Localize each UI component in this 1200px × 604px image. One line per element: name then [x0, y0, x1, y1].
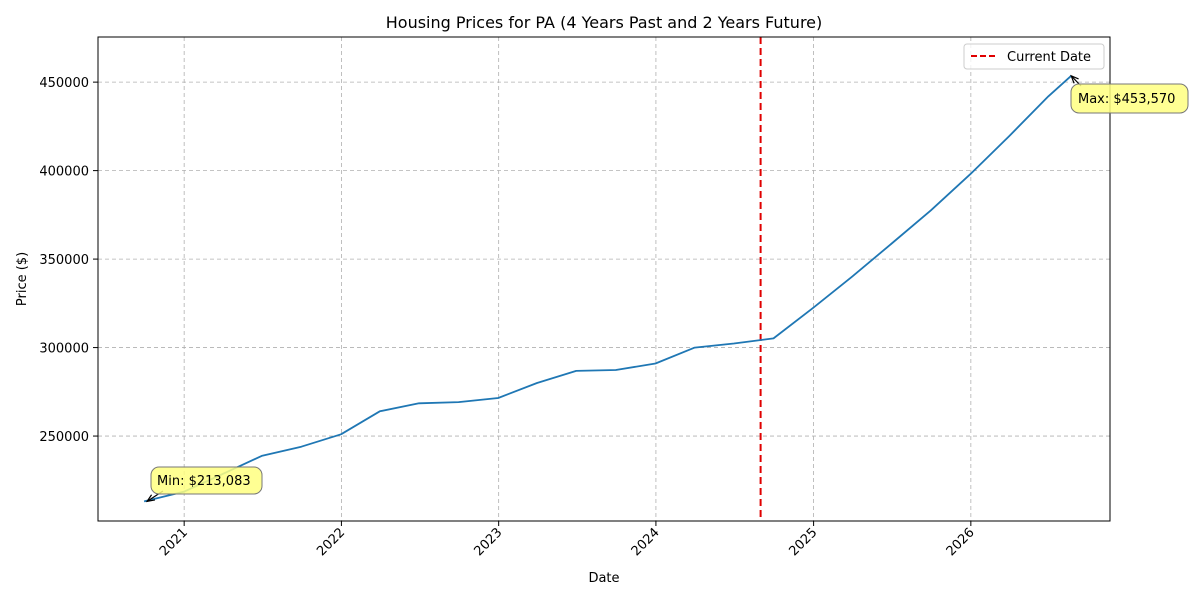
legend-box [963, 43, 1105, 70]
y-tick-label: 250000 [39, 430, 89, 445]
min-annotation-label: Min: $213,083 [157, 474, 251, 489]
y-tick-label: 450000 [39, 76, 89, 91]
grid [98, 37, 1110, 521]
annotation-arrow-head [145, 494, 156, 503]
series-layer [143, 75, 1072, 503]
series-line [143, 75, 1072, 503]
y-axis-ticks: 250000 300000 350000 400000 450000 [39, 76, 98, 445]
y-tick-label: 350000 [39, 253, 89, 268]
y-axis-label: Price ($) [15, 252, 30, 306]
max-annotation-label: Max: $453,570 [1078, 92, 1175, 107]
annotation-box [150, 466, 263, 495]
y-tick-label: 300000 [39, 342, 89, 357]
annotation-box [1070, 83, 1189, 114]
annotations: Min: $213,083 Max: $453,570 [145, 74, 1189, 503]
chart-title: Housing Prices for PA (4 Years Past and … [386, 13, 823, 32]
annotation-arrow-head [1070, 74, 1079, 84]
plot-frame [97, 36, 1111, 522]
x-axis-label: Date [588, 571, 619, 586]
legend: Current Date [963, 43, 1105, 70]
legend-entry-current-date: Current Date [1007, 50, 1091, 65]
y-tick-label: 400000 [39, 165, 89, 180]
